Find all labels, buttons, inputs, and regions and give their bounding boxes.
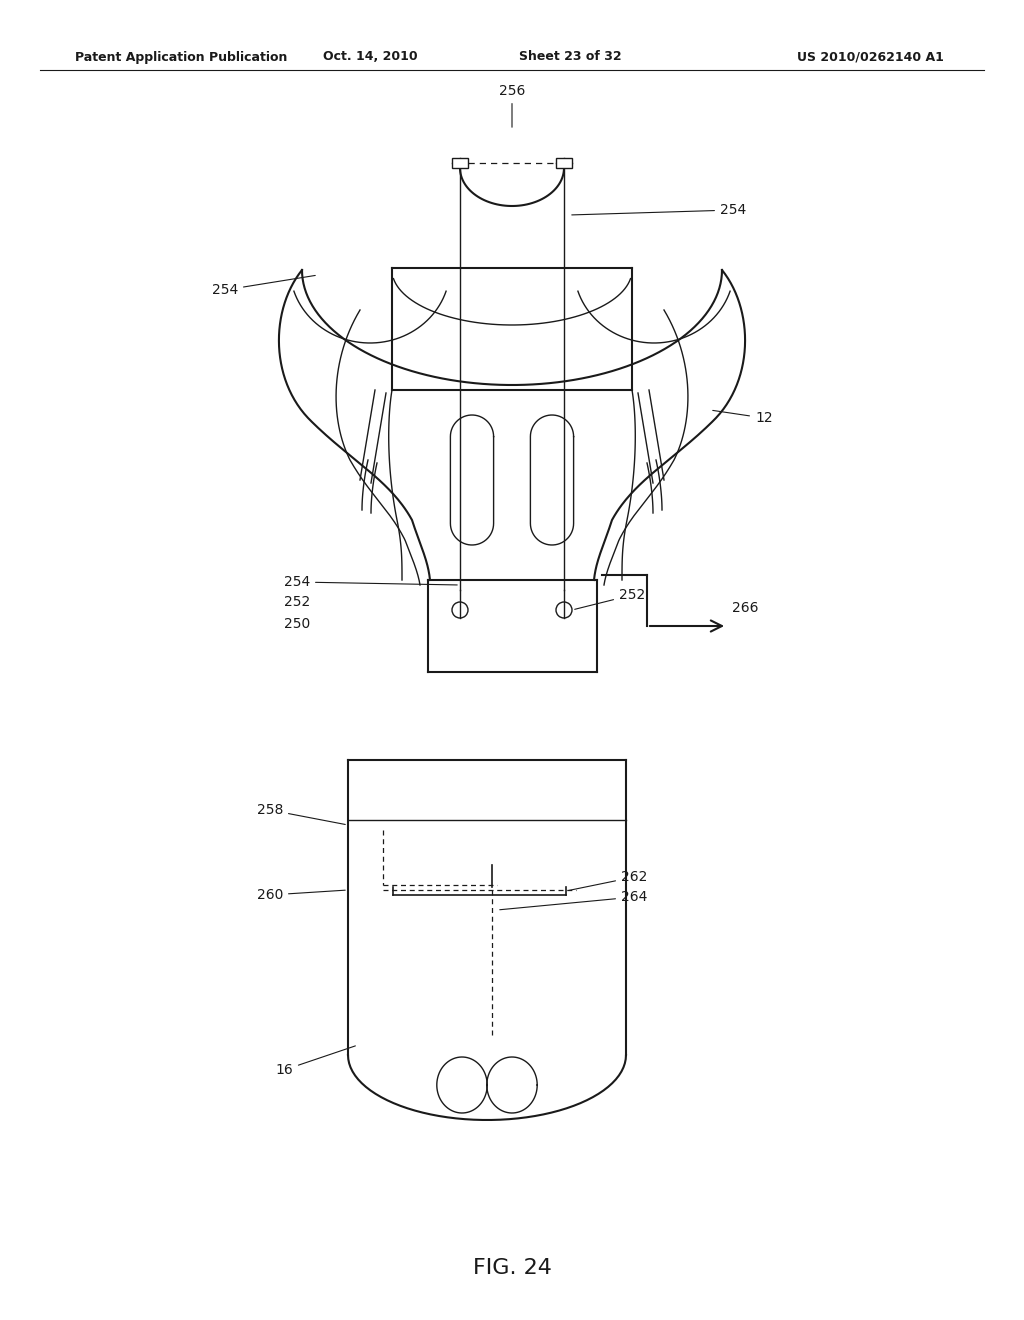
Text: 250: 250 — [284, 616, 310, 631]
Text: 12: 12 — [713, 411, 773, 425]
Text: 254: 254 — [212, 276, 315, 297]
Text: 16: 16 — [275, 1045, 355, 1077]
Text: 254: 254 — [571, 203, 746, 216]
Text: 256: 256 — [499, 84, 525, 127]
Text: 264: 264 — [500, 890, 647, 909]
Bar — [452, 158, 468, 168]
Text: FIG. 24: FIG. 24 — [472, 1258, 552, 1278]
Text: Sheet 23 of 32: Sheet 23 of 32 — [519, 50, 622, 63]
Text: 262: 262 — [568, 870, 647, 891]
Bar — [556, 158, 572, 168]
Text: US 2010/0262140 A1: US 2010/0262140 A1 — [797, 50, 943, 63]
Text: 260: 260 — [257, 888, 345, 902]
Text: 258: 258 — [257, 803, 345, 825]
Text: Oct. 14, 2010: Oct. 14, 2010 — [323, 50, 418, 63]
Text: 254: 254 — [284, 576, 458, 589]
Text: 252: 252 — [284, 595, 310, 609]
Text: Patent Application Publication: Patent Application Publication — [75, 50, 288, 63]
Text: 252: 252 — [574, 587, 645, 610]
Text: 266: 266 — [732, 601, 759, 615]
